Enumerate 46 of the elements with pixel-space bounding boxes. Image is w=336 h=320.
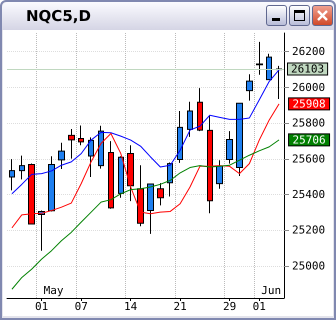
annotation: Jun bbox=[261, 284, 282, 297]
candlestick bbox=[88, 136, 94, 178]
candlestick bbox=[9, 158, 15, 191]
line-series bbox=[11, 103, 280, 228]
y-tick-label: 25600 bbox=[292, 152, 326, 166]
annotation: May bbox=[44, 284, 64, 297]
candlestick bbox=[58, 142, 65, 170]
x-tick-label: 21 bbox=[174, 300, 187, 313]
candlestick bbox=[266, 53, 272, 80]
chart-title: NQC5,D bbox=[26, 7, 91, 25]
candlestick bbox=[187, 101, 193, 138]
candlestick bbox=[127, 144, 134, 202]
candlestick bbox=[236, 102, 243, 176]
candlestick bbox=[276, 65, 282, 100]
x-tick-label: 01 bbox=[35, 300, 48, 313]
x-tick-label: 14 bbox=[124, 300, 138, 313]
candlestick bbox=[68, 128, 75, 160]
y-tick-label: 25800 bbox=[292, 116, 326, 130]
candlestick bbox=[177, 110, 183, 164]
x-tick-label: 01 bbox=[252, 300, 266, 313]
y-tick-label: 25000 bbox=[292, 259, 326, 272]
candlestick bbox=[216, 160, 223, 190]
candlestick bbox=[207, 115, 213, 214]
data-label: 25908 bbox=[292, 97, 326, 110]
candlestick bbox=[98, 125, 104, 170]
candlestick bbox=[19, 155, 25, 180]
y-tick-label: 26000 bbox=[292, 80, 326, 94]
candlestick bbox=[78, 124, 84, 146]
line-series bbox=[11, 69, 280, 194]
candlestick bbox=[48, 156, 55, 212]
x-tick-label: 07 bbox=[74, 300, 88, 313]
candlestick bbox=[118, 156, 124, 198]
candlestick bbox=[28, 162, 35, 224]
data-label: 25706 bbox=[292, 133, 326, 146]
y-tick-label: 25200 bbox=[292, 224, 326, 237]
candlestick bbox=[256, 41, 263, 76]
candlestick bbox=[147, 183, 154, 234]
y-tick-label: 26200 bbox=[292, 45, 326, 58]
candlestick bbox=[157, 182, 164, 206]
candlestick bbox=[197, 88, 203, 132]
candlestick bbox=[108, 140, 114, 210]
x-tick-label: 29 bbox=[222, 300, 236, 313]
ref-line-label: 26103 bbox=[291, 62, 324, 76]
candlestick bbox=[246, 74, 253, 102]
y-tick-label: 25400 bbox=[292, 188, 326, 201]
candlestick bbox=[226, 130, 233, 164]
